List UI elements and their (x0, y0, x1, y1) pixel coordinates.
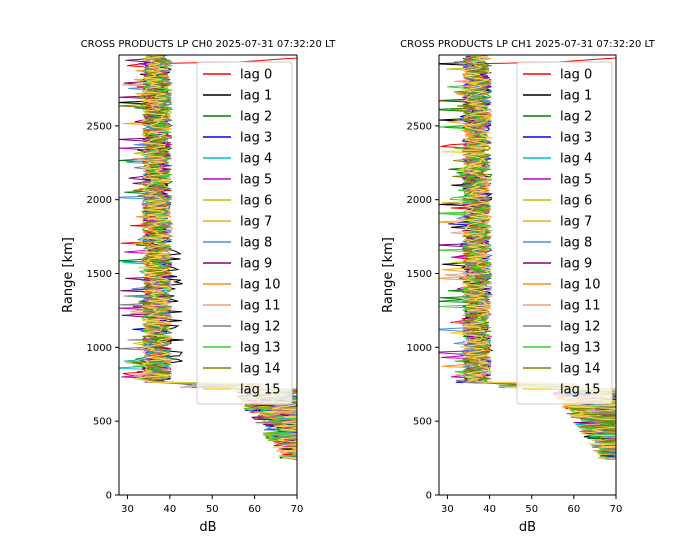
x-tick-label: 40 (483, 504, 496, 515)
legend-entry: lag 10 (240, 278, 281, 293)
plot-frame (438, 54, 617, 496)
y-axis-label: Range [km] (381, 237, 396, 313)
plot-frame (118, 54, 298, 496)
legend-entry: lag 9 (240, 257, 272, 272)
y-tick-label: 2500 (87, 121, 112, 132)
legend-entry: lag 1 (560, 89, 592, 104)
legend-entry: lag 14 (240, 362, 281, 377)
x-axis-label: dB (519, 520, 536, 535)
legend-entry: lag 6 (240, 194, 272, 209)
chart-panel-ch0: CROSS PRODUCTS LP CH0 2025-07-31 07:32:2… (61, 39, 337, 535)
y-tick-label: 500 (93, 417, 112, 428)
chart-title: CROSS PRODUCTS LP CH0 2025-07-31 07:32:2… (81, 39, 337, 50)
legend-entry: lag 8 (560, 236, 592, 251)
x-tick-label: 60 (248, 504, 261, 515)
legend-entry: lag 9 (560, 257, 592, 272)
x-tick-label: 70 (291, 504, 304, 515)
legend-entry: lag 8 (240, 236, 272, 251)
legend-entry: lag 3 (240, 131, 272, 146)
y-tick-label: 2500 (407, 121, 432, 132)
legend-entry: lag 7 (240, 215, 272, 230)
legend-entry: lag 11 (240, 299, 281, 314)
legend-entry: lag 2 (240, 110, 272, 125)
legend-box (196, 61, 293, 405)
legend-entry: lag 13 (240, 341, 281, 356)
y-tick-label: 2000 (87, 195, 112, 206)
x-tick-label: 50 (525, 504, 538, 515)
legend-entry: lag 11 (560, 299, 601, 314)
chart-title: CROSS PRODUCTS LP CH1 2025-07-31 07:32:2… (400, 39, 656, 50)
legend-entry: lag 6 (560, 194, 592, 209)
legend-box (516, 61, 613, 405)
x-tick-label: 40 (163, 504, 176, 515)
x-tick-label: 50 (206, 504, 219, 515)
x-tick-label: 30 (441, 504, 454, 515)
series-line-lag-14 (450, 55, 616, 450)
legend-entry: lag 12 (560, 320, 601, 335)
legend-entry: lag 4 (560, 152, 592, 167)
legend-entry: lag 12 (240, 320, 281, 335)
legend-entry: lag 14 (560, 362, 601, 377)
y-tick-label: 1000 (407, 343, 432, 354)
y-tick-label: 1000 (87, 343, 112, 354)
legend-entry: lag 2 (560, 110, 592, 125)
legend: lag 0 lag 1 lag 2 lag 3 lag 4 lag 5 lag 6 lag 7… (516, 61, 613, 405)
y-tick-label: 0 (426, 491, 432, 502)
x-tick-label: 70 (610, 504, 623, 515)
legend-entry: lag 0 (240, 68, 272, 83)
legend-entry: lag 13 (560, 341, 601, 356)
y-axis-label: Range [km] (61, 237, 76, 313)
x-tick-label: 60 (567, 504, 580, 515)
x-tick-label: 30 (121, 504, 134, 515)
x-axis-label: dB (199, 520, 216, 535)
chart-panel-ch1: CROSS PRODUCTS LP CH1 2025-07-31 07:32:2… (381, 39, 656, 535)
legend-entry: lag 3 (560, 131, 592, 146)
legend-entry: lag 7 (560, 215, 592, 230)
legend-entry: lag 1 (240, 89, 272, 104)
legend-entry: lag 5 (240, 173, 272, 188)
legend-entry: lag 15 (560, 383, 601, 398)
y-tick-label: 0 (106, 491, 112, 502)
y-tick-label: 1500 (407, 269, 432, 280)
legend-entry: lag 5 (560, 173, 592, 188)
legend-entry: lag 4 (240, 152, 272, 167)
y-tick-label: 1500 (87, 269, 112, 280)
y-tick-label: 500 (413, 417, 432, 428)
legend-entry: lag 15 (240, 383, 281, 398)
legend-entry: lag 10 (560, 278, 601, 293)
legend: lag 0 lag 1 lag 2 lag 3 lag 4 lag 5 lag 6 lag 7… (196, 61, 293, 405)
y-tick-label: 2000 (407, 195, 432, 206)
series-line-lag-14 (119, 55, 297, 452)
legend-entry: lag 0 (560, 68, 592, 83)
